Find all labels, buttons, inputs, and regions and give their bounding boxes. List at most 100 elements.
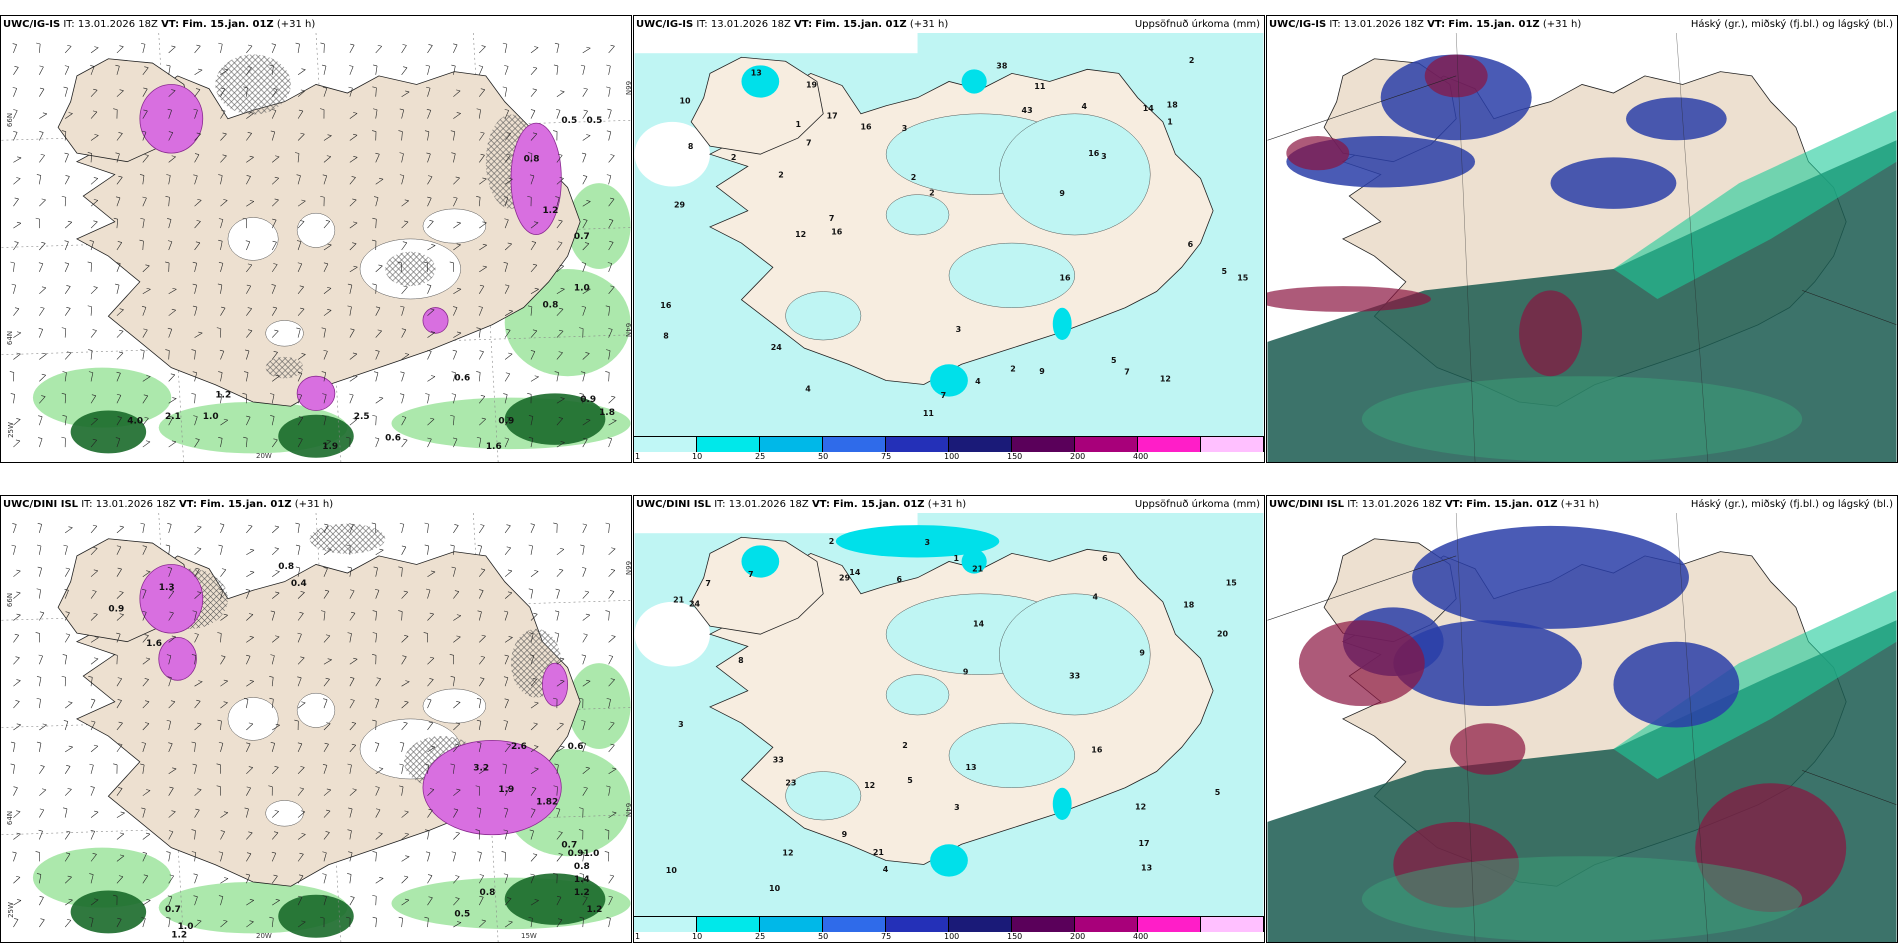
wind-barb xyxy=(194,331,203,338)
wind-barb xyxy=(504,218,509,229)
wind-barb xyxy=(349,156,358,163)
heavy-precip xyxy=(1052,787,1072,821)
wind-barb xyxy=(556,441,565,448)
wind-barb xyxy=(116,743,123,753)
dry-area xyxy=(634,513,918,534)
legend-color xyxy=(697,917,760,932)
westfjords-land xyxy=(690,56,824,155)
wind-barb xyxy=(375,349,380,360)
wind-barb xyxy=(401,810,409,818)
wind-value: 0.9 xyxy=(498,416,514,426)
wind-value: 1.2 xyxy=(586,905,602,915)
wind-barb xyxy=(530,375,539,382)
wind-barb xyxy=(502,86,508,97)
precip-value: 2 xyxy=(911,173,917,182)
wind-barb xyxy=(39,788,47,796)
precip-value: 16 xyxy=(1091,745,1103,754)
wind-barb xyxy=(606,349,611,360)
wind-barb xyxy=(271,329,279,338)
wind-barb xyxy=(141,917,146,928)
wind-barb xyxy=(168,287,177,295)
wind-barb xyxy=(36,588,41,599)
wind-barb xyxy=(529,632,534,643)
low-cloud xyxy=(1361,856,1803,942)
wind-barb xyxy=(399,108,405,119)
wind-barb xyxy=(142,287,151,295)
wind-barb xyxy=(349,265,358,273)
wind-barb xyxy=(374,742,380,752)
wind-barb xyxy=(168,611,174,621)
wind-barb xyxy=(372,283,377,294)
wind-barb xyxy=(194,722,202,731)
strong-wind-area xyxy=(504,873,606,925)
wind-barb xyxy=(220,701,228,709)
title-lead: (+31 h) xyxy=(927,499,967,510)
wind-barb xyxy=(13,66,19,75)
wind-barb xyxy=(426,152,431,163)
wind-barb xyxy=(427,874,433,884)
wind-barb xyxy=(11,283,16,294)
wind-barb xyxy=(476,436,482,448)
precip-value: 14 xyxy=(973,619,985,628)
wind-barb xyxy=(61,327,67,338)
wind-barb xyxy=(582,896,588,906)
wind-barb xyxy=(530,677,537,687)
wind-barb xyxy=(142,545,147,555)
heavy-precip xyxy=(930,844,968,877)
wind-barb xyxy=(88,676,93,687)
wind-barb xyxy=(89,240,94,251)
wind-barb xyxy=(61,130,67,141)
wind-barb xyxy=(504,328,511,338)
strong-wind-area xyxy=(278,414,354,458)
wind-barb xyxy=(90,88,98,97)
wind-barb xyxy=(399,785,404,796)
legend-label: 100 xyxy=(944,452,960,461)
heavy-precip xyxy=(741,65,780,98)
wind-barb xyxy=(113,108,118,119)
wind-barb xyxy=(608,767,617,775)
wind-barb xyxy=(141,130,147,141)
wind-barb xyxy=(64,701,73,709)
wind-barb xyxy=(142,700,150,709)
wind-barb xyxy=(142,375,151,382)
wind-barb xyxy=(142,66,149,75)
coord-label: 15W xyxy=(521,932,537,940)
wind-barb xyxy=(398,130,403,141)
wind-barb xyxy=(375,832,383,840)
wind-barb xyxy=(604,829,610,840)
wind-barb xyxy=(580,851,585,862)
wind-barb xyxy=(64,44,72,54)
legend-label: 75 xyxy=(881,452,892,461)
title-vt-label: VT: xyxy=(1444,499,1463,510)
wind-barb xyxy=(556,307,564,316)
wind-barb xyxy=(530,873,535,884)
wind-barb xyxy=(167,327,173,338)
strong-wind-area xyxy=(278,894,354,938)
wind-barb xyxy=(401,241,408,251)
cloud-panel: UWC/DINI ISL IT: 13.01.2026 18Z VT: Fim.… xyxy=(1266,495,1898,943)
wind-barb xyxy=(64,633,71,643)
wind-barb xyxy=(349,328,355,338)
wind-barb xyxy=(246,66,252,75)
wind-barb xyxy=(451,371,456,382)
wind-barb xyxy=(426,109,432,119)
wind-value: 0.5 xyxy=(561,116,577,126)
wind-barb xyxy=(166,174,171,185)
precip-value: 4 xyxy=(883,865,889,874)
wind-barb xyxy=(168,45,176,54)
wind-barb xyxy=(374,437,380,448)
wind-barb xyxy=(116,591,124,599)
wind-barb xyxy=(553,130,558,141)
wind-barb xyxy=(530,66,538,76)
wind-barb xyxy=(10,393,16,404)
wind-barb xyxy=(556,90,565,97)
wind-value: 2.6 xyxy=(511,742,527,752)
wind-barb xyxy=(427,244,436,251)
precip-value: 21 xyxy=(673,595,684,604)
wind-value: 1.2 xyxy=(215,391,231,401)
wind-value: 0.91.0 xyxy=(568,849,600,859)
wind-barb xyxy=(90,720,96,731)
wind-barb xyxy=(398,566,403,577)
wind-barb xyxy=(116,721,123,731)
wind-value: 1.9 xyxy=(498,785,514,795)
